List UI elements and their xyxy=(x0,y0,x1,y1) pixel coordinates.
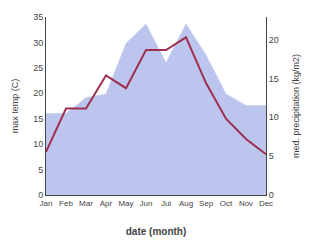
svg-text:35: 35 xyxy=(33,12,43,22)
svg-text:30: 30 xyxy=(33,38,43,48)
svg-text:med. precipitation (kg/m2): med. precipitation (kg/m2) xyxy=(291,54,301,158)
svg-text:5: 5 xyxy=(269,151,274,161)
svg-text:date (month): date (month) xyxy=(126,226,187,237)
svg-text:Apr: Apr xyxy=(100,199,113,208)
svg-text:20: 20 xyxy=(269,35,279,45)
svg-text:5: 5 xyxy=(38,165,43,175)
svg-text:0: 0 xyxy=(269,190,274,200)
svg-text:Feb: Feb xyxy=(59,199,73,208)
svg-text:Jan: Jan xyxy=(40,199,53,208)
svg-text:0: 0 xyxy=(38,190,43,200)
svg-text:Jul: Jul xyxy=(161,199,171,208)
svg-text:20: 20 xyxy=(33,88,43,98)
svg-text:Nov: Nov xyxy=(239,199,253,208)
svg-text:Jun: Jun xyxy=(140,199,153,208)
svg-text:10: 10 xyxy=(33,139,43,149)
svg-text:15: 15 xyxy=(269,74,279,84)
svg-text:Oct: Oct xyxy=(220,199,233,208)
svg-text:max temp (C): max temp (C) xyxy=(10,79,20,134)
svg-text:Aug: Aug xyxy=(179,199,193,208)
svg-text:15: 15 xyxy=(33,114,43,124)
svg-text:Mar: Mar xyxy=(79,199,93,208)
svg-text:25: 25 xyxy=(33,63,43,73)
svg-text:May: May xyxy=(118,199,133,208)
svg-text:Sep: Sep xyxy=(199,199,214,208)
svg-text:10: 10 xyxy=(269,112,279,122)
svg-text:Dec: Dec xyxy=(259,199,273,208)
